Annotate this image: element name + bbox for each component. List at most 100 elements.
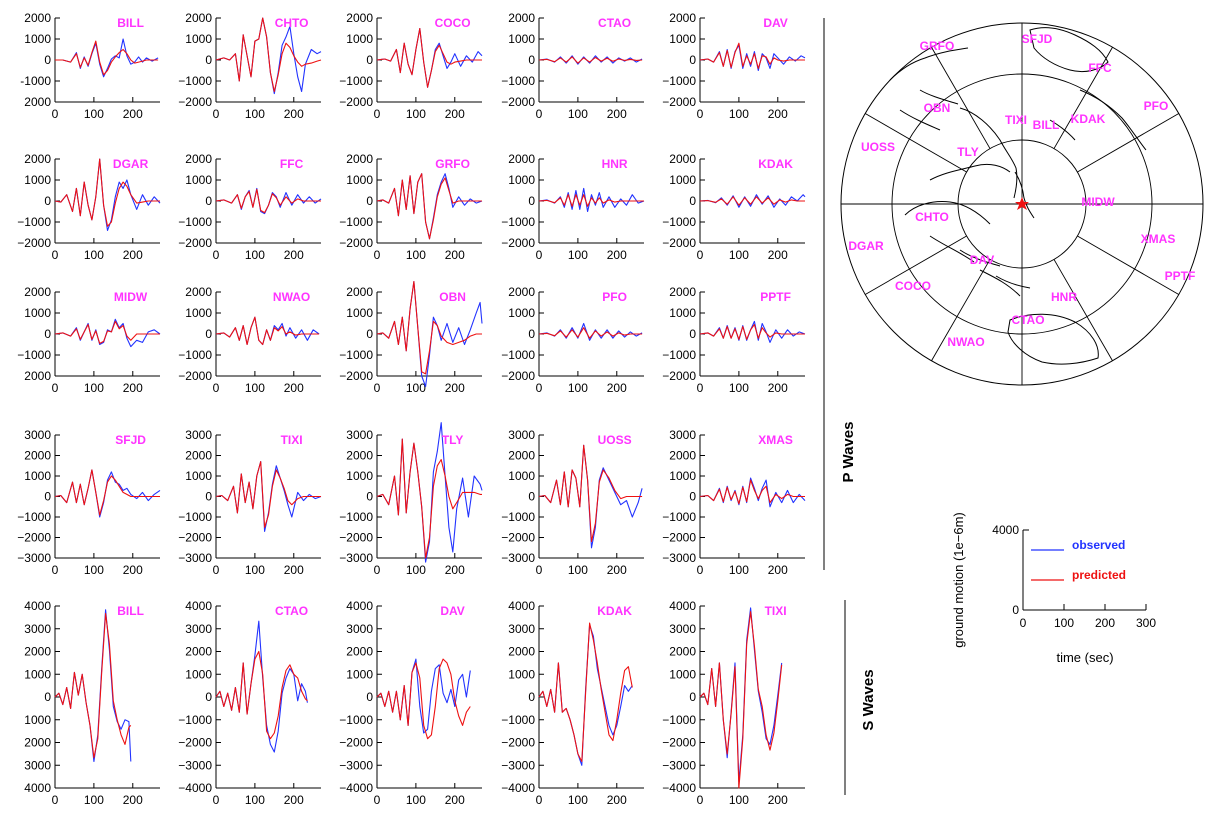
station-label: KDAK (597, 604, 632, 618)
y-tick-label: 0 (528, 327, 535, 341)
series-predicted (376, 658, 471, 740)
map-station-labels: SFJD GRFO FFC OBN PFO TIXI BILL KDAK TLY UOSS MIDW… (848, 32, 1195, 349)
y-tick-label: −1000 (17, 215, 51, 229)
y-tick-label: 4000 (346, 599, 373, 613)
y-tick-label: 1000 (346, 173, 373, 187)
x-tick-label: 200 (284, 381, 304, 395)
x-tick-label: 200 (445, 248, 465, 262)
map-station-dav: DAV (970, 253, 994, 267)
y-tick-label: −2000 (178, 236, 212, 250)
y-tick-label: −2000 (339, 236, 373, 250)
y-tick-label: 0 (528, 490, 535, 504)
series-predicted (699, 479, 805, 505)
x-tick-label: 200 (123, 793, 143, 807)
series-predicted (215, 650, 308, 740)
x-tick-label: 100 (406, 793, 426, 807)
y-tick-label: −1000 (178, 348, 212, 362)
y-tick-label: 0 (205, 490, 212, 504)
station-label: DAV (440, 604, 464, 618)
x-tick-label: 0 (697, 107, 704, 121)
map-station-pptf: PPTF (1165, 269, 1196, 283)
series-observed (699, 607, 783, 783)
y-tick-label: 2000 (508, 449, 535, 463)
x-tick-label: 100 (245, 563, 265, 577)
y-tick-label: −3000 (178, 551, 212, 565)
station-label: NWAO (273, 290, 310, 304)
x-tick-label: 0 (52, 793, 59, 807)
station-label: TLY (442, 433, 464, 447)
y-tick-label: 2000 (24, 449, 51, 463)
station-label: PPTF (760, 290, 791, 304)
map-station-kdak: KDAK (1071, 112, 1106, 126)
y-tick-label: 4000 (185, 599, 212, 613)
y-tick-label: 2000 (508, 285, 535, 299)
y-tick-label: −2000 (17, 531, 51, 545)
y-tick-label: −2000 (501, 531, 535, 545)
x-tick-label: 100 (729, 563, 749, 577)
x-tick-label: 100 (84, 563, 104, 577)
x-tick-label: 100 (245, 248, 265, 262)
x-tick-label: 200 (607, 793, 627, 807)
map-station-dgar: DGAR (848, 239, 884, 253)
map-station-pfo: PFO (1144, 99, 1169, 113)
y-tick-label: −1000 (662, 74, 696, 88)
y-tick-label: −1000 (178, 510, 212, 524)
x-tick-label: 100 (729, 248, 749, 262)
x-tick-label: 200 (607, 248, 627, 262)
y-tick-label: −2000 (662, 95, 696, 109)
x-tick-label: 0 (536, 381, 543, 395)
x-tick-label: 100 (84, 793, 104, 807)
p-waves-label: P Waves (840, 422, 857, 483)
y-tick-label: −3000 (501, 758, 535, 772)
station-label: CTAO (598, 16, 631, 30)
y-tick-label: 0 (528, 194, 535, 208)
y-tick-label: −1000 (501, 510, 535, 524)
x-tick-label: 200 (123, 107, 143, 121)
map-ray (931, 259, 991, 361)
station-label: DAV (763, 16, 787, 30)
series-predicted (538, 194, 644, 207)
x-tick-label: 100 (568, 248, 588, 262)
map-ray (1053, 259, 1113, 361)
coast-asia (904, 107, 1021, 297)
y-tick-label: 1000 (24, 469, 51, 483)
y-tick-label: 0 (205, 194, 212, 208)
station-label: BILL (117, 16, 144, 30)
legend-xlabel: time (sec) (1056, 650, 1113, 665)
x-tick-label: 0 (697, 381, 704, 395)
y-tick-label: 2000 (669, 285, 696, 299)
x-tick-label: 0 (697, 248, 704, 262)
y-tick-label: −1000 (339, 74, 373, 88)
y-tick-label: 2000 (24, 152, 51, 166)
map-ray (1053, 47, 1113, 149)
y-tick-label: 3000 (346, 622, 373, 636)
x-tick-label: 0 (213, 563, 220, 577)
y-tick-label: 1000 (508, 667, 535, 681)
x-tick-label: 0 (536, 107, 543, 121)
map-station-tly: TLY (957, 145, 979, 159)
x-tick-label: 0 (213, 248, 220, 262)
x-tick-label: 200 (607, 381, 627, 395)
x-tick-label: 100 (245, 107, 265, 121)
y-tick-label: 1000 (508, 173, 535, 187)
coast-australia (1007, 313, 1099, 365)
series-predicted (215, 17, 322, 93)
y-tick-label: −2000 (339, 369, 373, 383)
x-tick-label: 200 (445, 793, 465, 807)
station-label: UOSS (598, 433, 632, 447)
y-tick-label: −2000 (178, 369, 212, 383)
y-tick-label: 2000 (24, 369, 51, 383)
legend-predicted-label: predicted (1072, 568, 1126, 582)
coast-europe (889, 47, 969, 131)
x-tick-label: 100 (729, 381, 749, 395)
y-tick-label: 1000 (669, 32, 696, 46)
y-tick-label: 3000 (185, 622, 212, 636)
